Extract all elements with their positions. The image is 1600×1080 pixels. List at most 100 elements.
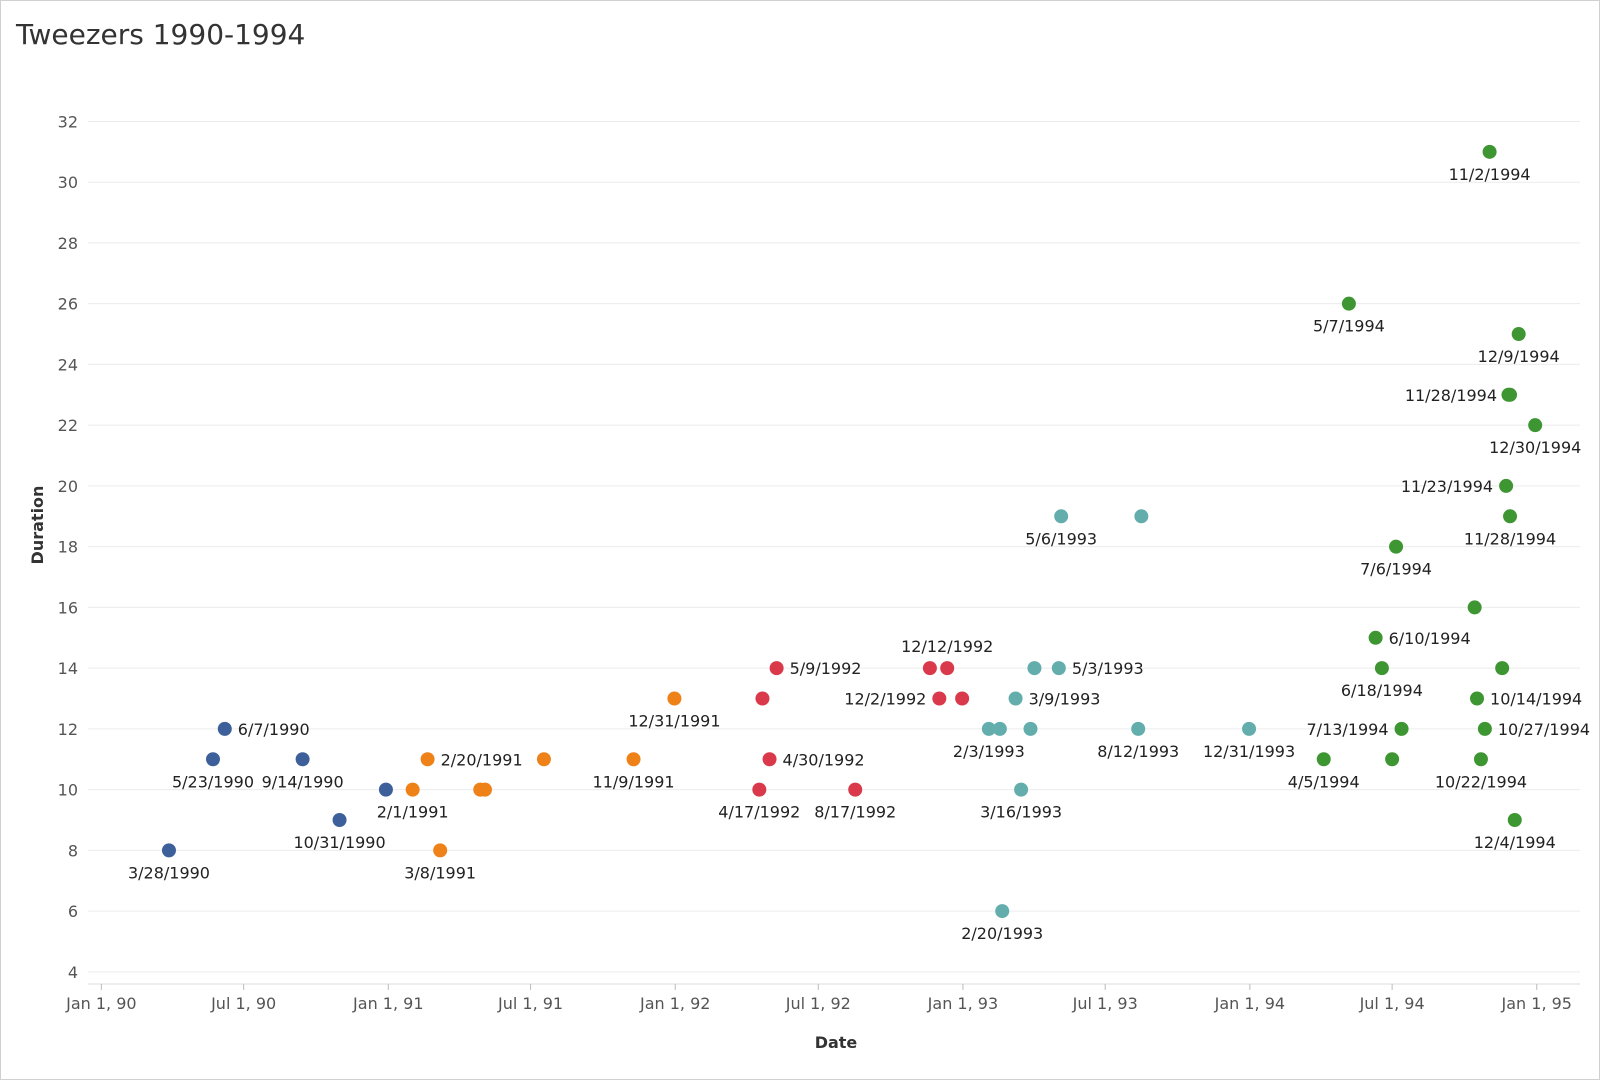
- data-point: [1374, 661, 1389, 676]
- data-point: [1394, 721, 1409, 736]
- data-label: 2/20/1993: [961, 924, 1043, 943]
- data-point: [477, 782, 492, 797]
- data-point: [295, 752, 310, 767]
- data-point: [667, 691, 682, 706]
- data-label: 3/9/1993: [1029, 690, 1101, 709]
- data-point: [769, 661, 784, 676]
- data-point: [626, 752, 641, 767]
- data-label: 5/7/1994: [1313, 317, 1385, 336]
- data-point: [332, 812, 347, 827]
- data-label: 11/28/1994: [1464, 529, 1556, 548]
- data-label: 12/12/1992: [901, 637, 993, 656]
- data-label: 12/30/1994: [1489, 438, 1581, 457]
- data-point: [1389, 539, 1404, 554]
- data-label: 3/28/1990: [128, 863, 210, 882]
- data-label: 7/6/1994: [1360, 560, 1432, 579]
- data-point: [848, 782, 863, 797]
- data-point: [922, 661, 937, 676]
- data-point: [1385, 752, 1400, 767]
- data-point: [1316, 752, 1331, 767]
- data-point: [1511, 327, 1526, 342]
- data-point: [1470, 691, 1485, 706]
- data-label: 2/1/1991: [377, 803, 449, 822]
- data-label: 11/9/1991: [593, 772, 675, 791]
- data-point: [1368, 630, 1383, 645]
- y-tick-label: 12: [58, 720, 78, 739]
- y-tick-label: 14: [58, 659, 78, 678]
- data-point: [1134, 509, 1149, 524]
- data-label: 5/23/1990: [172, 772, 254, 791]
- x-tick-label: Jan 1, 91: [352, 994, 423, 1013]
- y-tick-label: 32: [58, 112, 78, 131]
- data-point: [992, 721, 1007, 736]
- data-label: 4/30/1992: [783, 750, 865, 769]
- data-point: [217, 721, 232, 736]
- data-label: 4/5/1994: [1288, 772, 1360, 791]
- data-label: 3/16/1993: [980, 803, 1062, 822]
- x-tick-label: Jan 1, 94: [1214, 994, 1285, 1013]
- data-label: 6/10/1994: [1389, 629, 1471, 648]
- data-point: [1473, 752, 1488, 767]
- data-point: [205, 752, 220, 767]
- y-tick-label: 24: [58, 355, 78, 374]
- data-point: [161, 843, 176, 858]
- data-label: 6/7/1990: [238, 720, 310, 739]
- data-point: [995, 904, 1010, 919]
- y-tick-label: 22: [58, 416, 78, 435]
- gridlines: [88, 120, 1580, 973]
- data-label: 5/9/1992: [790, 659, 862, 678]
- data-point: [932, 691, 947, 706]
- data-point: [378, 782, 393, 797]
- x-tick-label: Jan 1, 90: [65, 994, 136, 1013]
- x-tick-label: Jul 1, 91: [497, 994, 563, 1013]
- data-labels: 3/28/1990 5/23/1990 6/7/1990 9/14/1990 10/31…: [128, 165, 1590, 943]
- data-point: [1023, 721, 1038, 736]
- data-point: [1503, 509, 1518, 524]
- data-label: 12/9/1994: [1478, 347, 1560, 366]
- data-label: 12/31/1993: [1203, 742, 1295, 761]
- data-point: [1054, 509, 1069, 524]
- data-label: 2/20/1991: [441, 750, 523, 769]
- data-label: 9/14/1990: [262, 772, 344, 791]
- y-tick-label: 26: [58, 295, 78, 314]
- y-tick-label: 20: [58, 477, 78, 496]
- y-tick-label: 16: [58, 598, 78, 617]
- data-point: [1014, 782, 1029, 797]
- data-label: 10/27/1994: [1498, 720, 1590, 739]
- x-tick-label: Jul 1, 94: [1359, 994, 1425, 1013]
- data-point: [752, 782, 767, 797]
- data-point: [1051, 661, 1066, 676]
- y-tick-label: 8: [68, 841, 78, 860]
- y-tick-label: 18: [58, 538, 78, 557]
- chart-title: Tweezers 1990-1994: [16, 18, 306, 51]
- data-label: 5/6/1993: [1025, 529, 1097, 548]
- data-label: 8/12/1993: [1097, 742, 1179, 761]
- x-tick-label: Jan 1, 92: [639, 994, 710, 1013]
- data-point: [981, 721, 996, 736]
- x-tick-label: Jan 1, 93: [927, 994, 998, 1013]
- data-point: [1482, 144, 1497, 159]
- data-point: [940, 661, 955, 676]
- data-label: 10/14/1994: [1490, 690, 1582, 709]
- data-point: [762, 752, 777, 767]
- x-tick-label: Jan 1, 95: [1501, 994, 1572, 1013]
- data-label: 7/13/1994: [1307, 720, 1389, 739]
- data-label: 10/31/1990: [293, 833, 385, 852]
- data-point: [1477, 721, 1492, 736]
- data-point: [1495, 661, 1510, 676]
- data-point: [405, 782, 420, 797]
- data-point: [1528, 418, 1543, 433]
- data-label: 12/4/1994: [1474, 833, 1556, 852]
- y-tick-label: 30: [58, 173, 78, 192]
- data-label: 8/17/1992: [814, 803, 896, 822]
- data-label: 4/17/1992: [718, 803, 800, 822]
- data-label: 5/3/1993: [1072, 659, 1144, 678]
- data-label: 12/2/1992: [844, 690, 926, 709]
- data-points: [161, 144, 1543, 919]
- data-point: [1507, 812, 1522, 827]
- y-tick-label: 28: [58, 234, 78, 253]
- data-label: 11/2/1994: [1449, 165, 1531, 184]
- data-point: [1242, 721, 1257, 736]
